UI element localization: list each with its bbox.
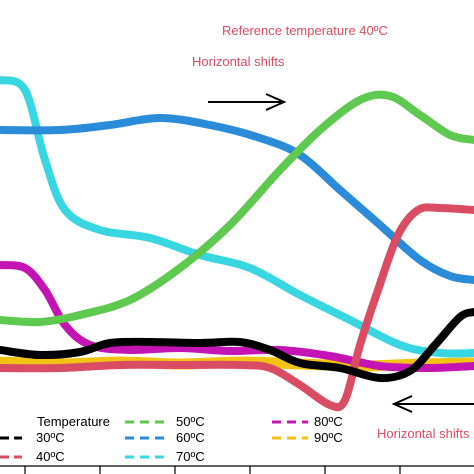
series-line-80c [0, 261, 474, 372]
legend: Temperature 30ºC 40ºC 50ºC 60ºC 70ºC 80º… [0, 414, 343, 464]
series-line-30c [0, 308, 474, 383]
legend-entry-30: 30ºC [36, 430, 65, 445]
series-line-40c [0, 203, 474, 412]
legend-entry-60: 60ºC [176, 430, 205, 445]
legend-title: Temperature [37, 414, 110, 429]
series-line-60c [0, 114, 474, 284]
legend-entry-80: 80ºC [314, 414, 343, 429]
annotation-shift-right: Horizontal shifts [192, 54, 285, 69]
arrow-right-icon [208, 93, 287, 111]
annotation-shift-left: Horizontal shifts [377, 426, 470, 441]
legend-entry-40: 40ºC [36, 449, 65, 464]
legend-entry-90: 90ºC [314, 430, 343, 445]
annotation-reference: Reference temperature 40ºC [222, 23, 388, 38]
legend-entry-70: 70ºC [176, 449, 205, 464]
x-axis [0, 465, 474, 474]
arrow-left-icon [391, 395, 474, 413]
series-curves [0, 76, 474, 412]
series-line-50c [0, 90, 474, 327]
legend-entry-50: 50ºC [176, 414, 205, 429]
